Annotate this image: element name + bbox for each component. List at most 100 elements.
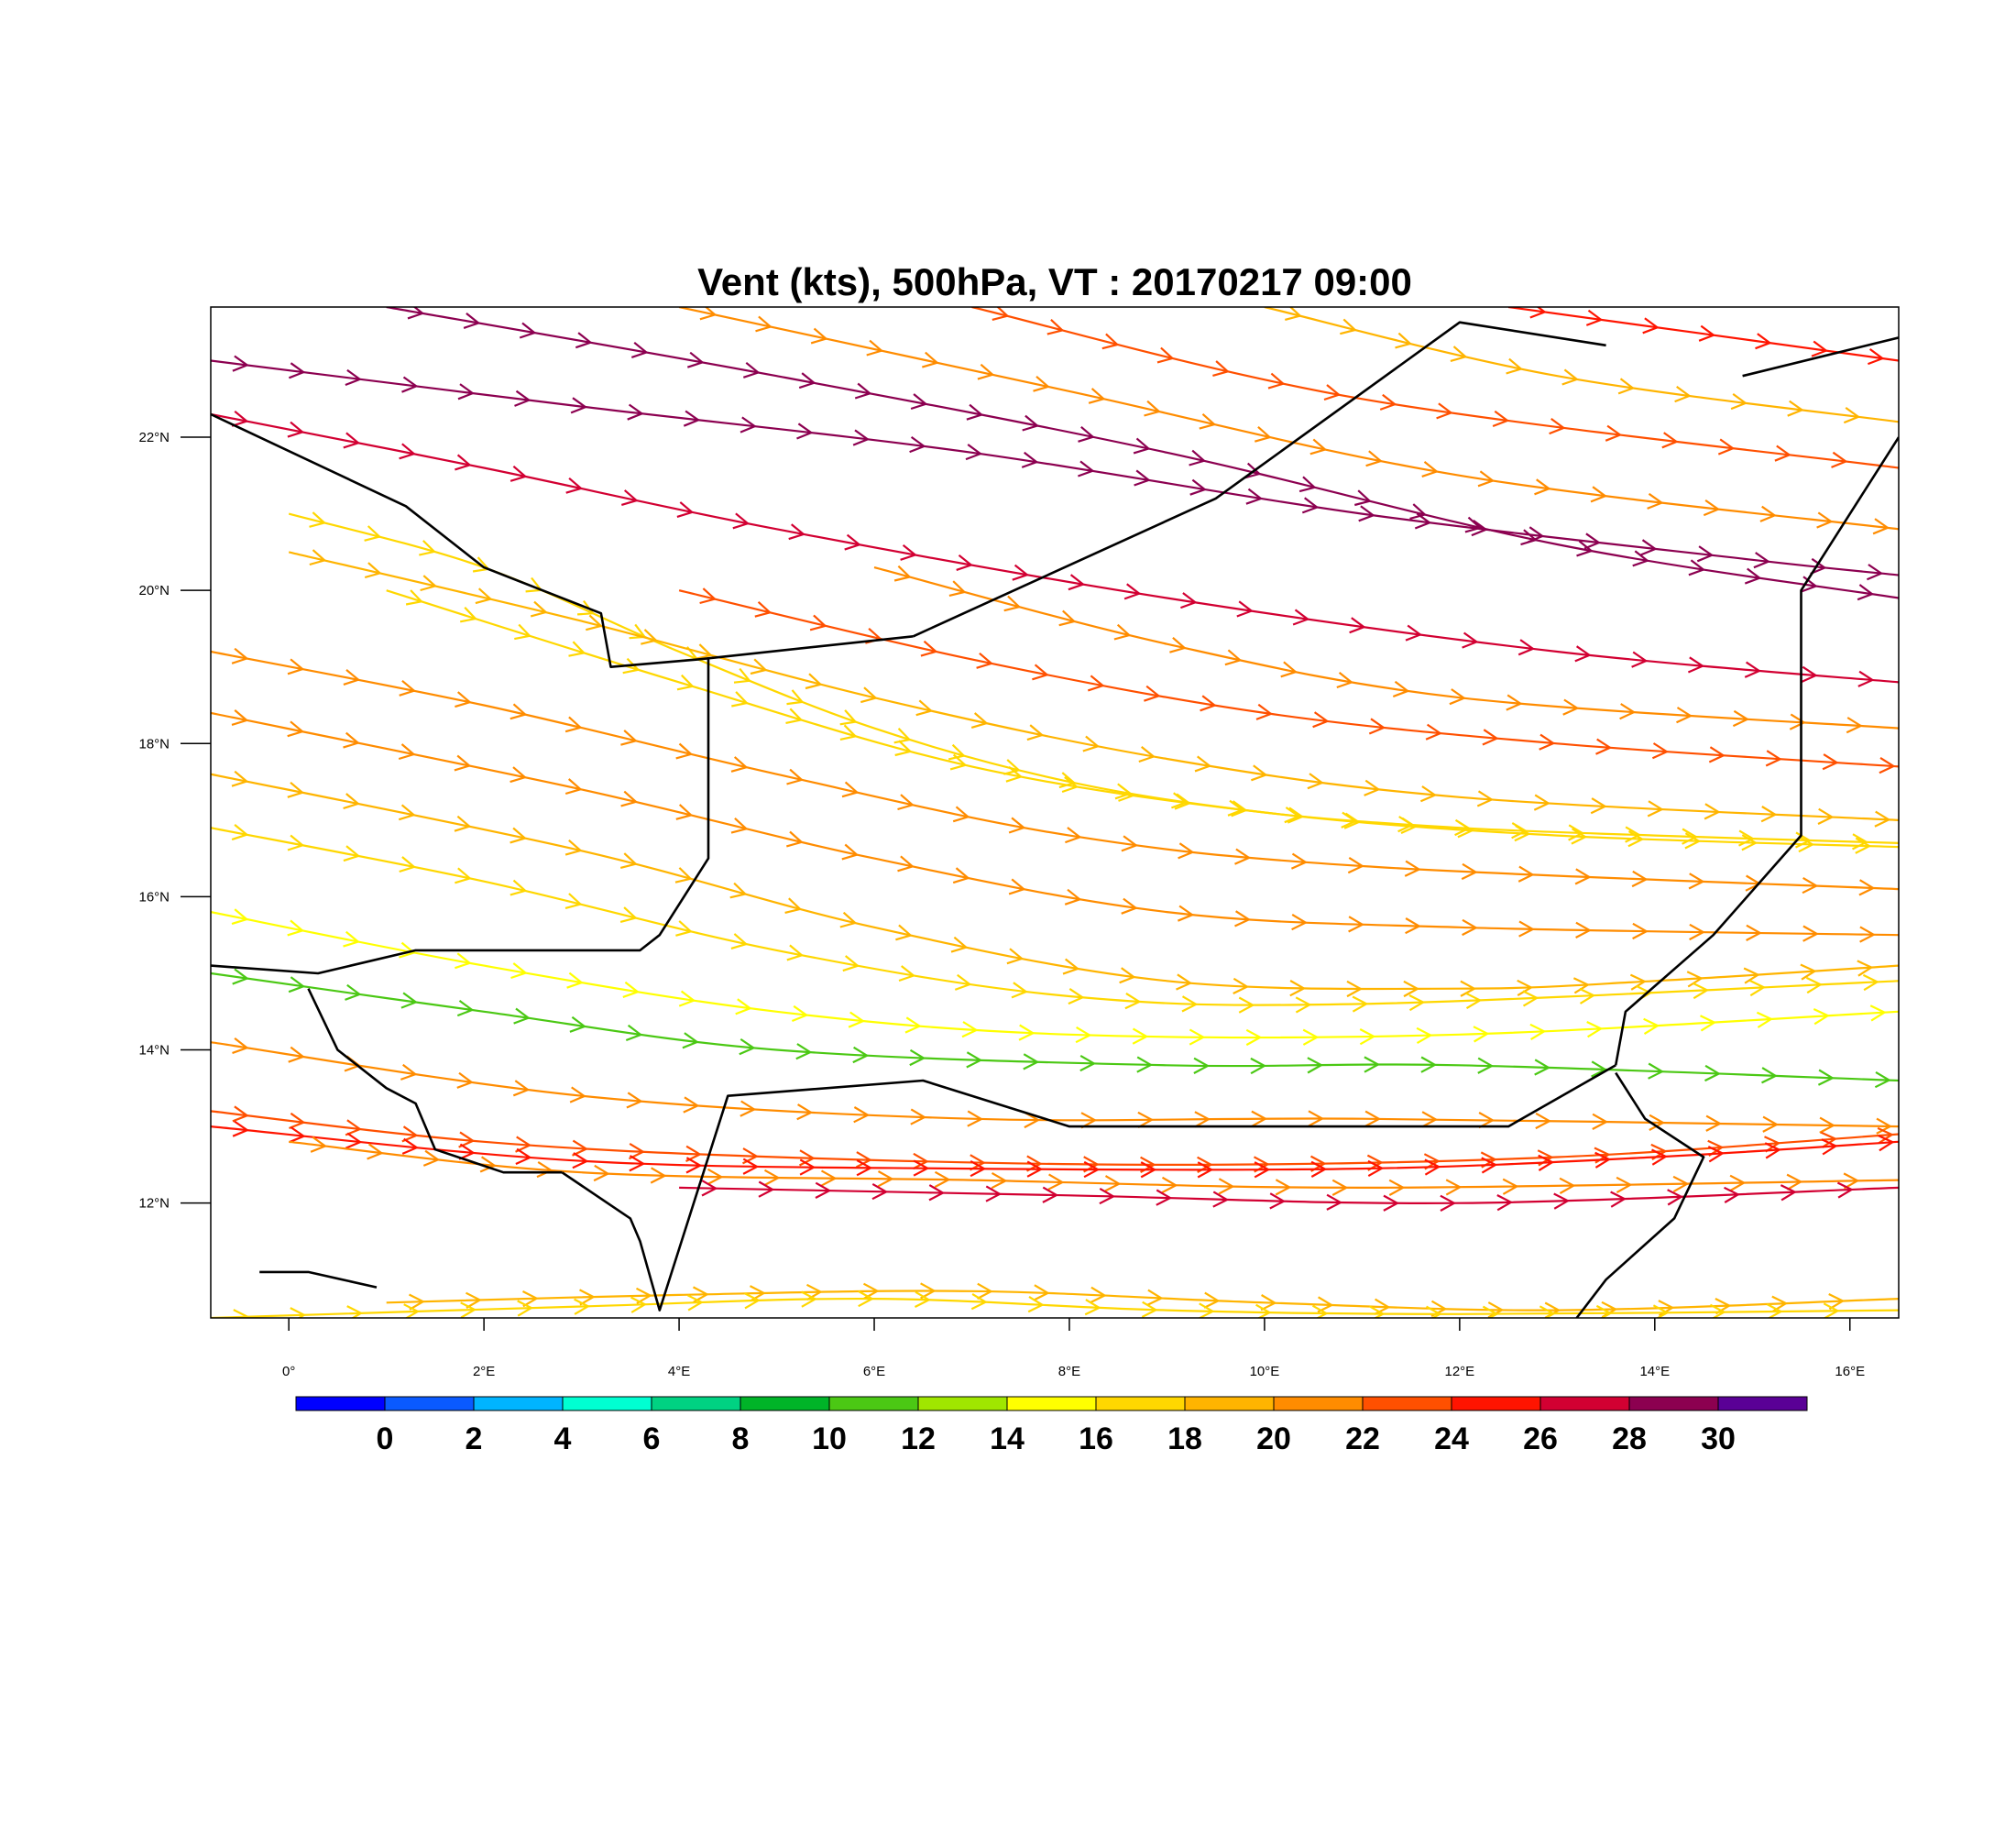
wind-arrowhead xyxy=(1364,1110,1382,1127)
wind-arrowhead xyxy=(707,1168,724,1186)
colorbar-label: 12 xyxy=(901,1421,936,1456)
wind-arrowhead xyxy=(1178,842,1195,860)
wind-arrowhead xyxy=(232,1037,249,1055)
wind-arrowhead xyxy=(1539,1305,1556,1318)
y-tick-label: 20°N xyxy=(138,583,170,598)
wind-arrowhead xyxy=(572,1152,589,1169)
colorbar-swatch xyxy=(384,1396,475,1411)
wind-arrowhead xyxy=(798,372,816,390)
wind-arrowhead xyxy=(1419,785,1438,803)
wind-arrowhead xyxy=(1379,393,1397,411)
wind-arrowhead xyxy=(1189,449,1207,466)
wind-arrowhead xyxy=(1477,470,1496,488)
wind-arrowhead xyxy=(1802,876,1819,895)
wind-arrowhead xyxy=(309,549,327,566)
colorbar-swatch xyxy=(917,1396,1008,1411)
wind-arrowhead xyxy=(866,339,884,357)
wind-arrowhead xyxy=(367,1143,384,1160)
wind-arrowhead xyxy=(1008,878,1026,895)
wind-arrowhead xyxy=(1445,1179,1463,1196)
wind-arrowhead xyxy=(877,1170,894,1188)
wind-arrowhead xyxy=(1643,1017,1660,1035)
wind-arrowhead xyxy=(455,454,472,471)
wind-arrowhead xyxy=(1403,980,1420,998)
colorbar-swatch xyxy=(1451,1396,1541,1411)
wind-arrowhead xyxy=(852,1046,870,1064)
colorbar-label: 28 xyxy=(1612,1421,1647,1456)
wind-arrowhead xyxy=(586,614,604,631)
wind-arrowhead xyxy=(1104,1175,1122,1192)
wind-arrowhead xyxy=(514,390,531,407)
wind-arrowhead xyxy=(1729,1174,1747,1191)
x-tick-label: 16°E xyxy=(1835,1364,1865,1379)
border-libya-chad xyxy=(1742,336,1899,378)
wind-arrowhead xyxy=(630,341,649,358)
wind-arrowhead xyxy=(1743,967,1760,984)
wind-arrowhead xyxy=(1482,1305,1499,1318)
wind-arrowhead xyxy=(740,1100,757,1117)
wind-arrowhead xyxy=(1082,735,1101,752)
wind-arrowhead xyxy=(950,936,969,953)
wind-arrowhead xyxy=(1027,1295,1045,1313)
streamline-jet-s4 xyxy=(679,1186,1899,1204)
wind-arrowhead xyxy=(1364,1056,1381,1073)
wind-arrowhead xyxy=(1046,318,1065,335)
wind-arrowhead xyxy=(904,1016,922,1034)
wind-arrowhead xyxy=(841,781,860,798)
wind-arrowhead xyxy=(1269,1192,1287,1210)
wind-arrowhead xyxy=(1312,711,1330,729)
wind-arrowhead xyxy=(1295,996,1312,1014)
wind-arrowhead xyxy=(343,930,361,948)
colorbar-label: 24 xyxy=(1434,1421,1469,1456)
wind-arrowhead xyxy=(1786,1173,1803,1191)
wind-arrowhead xyxy=(1291,913,1309,931)
wind-arrowhead xyxy=(622,657,641,675)
colorbar-swatch xyxy=(1628,1396,1719,1411)
country-borders-layer xyxy=(211,321,1899,1318)
wind-arrowhead xyxy=(1708,746,1726,763)
wind-arrowhead xyxy=(928,1184,946,1202)
wind-arrowhead xyxy=(910,393,928,411)
wind-arrowhead xyxy=(1813,1008,1830,1026)
wind-arrowhead xyxy=(1674,386,1692,403)
wind-arrowhead xyxy=(1802,925,1819,942)
wind-arrowhead xyxy=(1805,976,1823,994)
wind-arrowhead xyxy=(1065,827,1082,844)
wind-arrowhead xyxy=(1476,790,1495,807)
wind-arrowhead xyxy=(1233,977,1250,994)
wind-arrowhead xyxy=(1756,1011,1774,1028)
colorbar-label: 4 xyxy=(554,1421,572,1456)
wind-arrowhead xyxy=(900,543,918,561)
wind-arrowhead xyxy=(1517,979,1534,997)
wind-arrowhead xyxy=(1113,623,1132,641)
wind-arrowhead xyxy=(1874,1070,1891,1089)
wind-arrowhead xyxy=(844,533,862,551)
wind-arrowhead xyxy=(641,629,659,645)
wind-arrowhead xyxy=(1174,793,1192,810)
colorbar-label: 16 xyxy=(1079,1421,1113,1456)
wind-arrowhead xyxy=(231,410,249,427)
wind-arrowhead xyxy=(456,1071,474,1089)
wind-arrowhead xyxy=(965,444,983,461)
wind-arrowhead xyxy=(897,794,915,811)
wind-arrowhead xyxy=(629,1142,646,1160)
wind-arrowhead xyxy=(1409,503,1428,520)
wind-arrowhead xyxy=(1133,437,1151,455)
x-tick-label: 10°E xyxy=(1250,1364,1280,1379)
wind-arrowhead xyxy=(515,1147,532,1166)
wind-arrowhead xyxy=(1616,1176,1633,1194)
wind-arrowhead xyxy=(1520,529,1539,546)
wind-arrowhead xyxy=(1099,1187,1116,1205)
wind-arrowhead xyxy=(572,1139,589,1157)
wind-arrowhead xyxy=(422,1149,441,1167)
wind-arrowhead xyxy=(820,1169,838,1187)
wind-arrowhead xyxy=(343,845,361,862)
wind-arrowhead xyxy=(629,1155,646,1172)
wind-arrowhead xyxy=(1177,905,1195,922)
wind-arrowhead xyxy=(1705,1114,1723,1132)
wind-arrowhead xyxy=(1326,1193,1343,1211)
wind-arrowhead xyxy=(910,1108,927,1125)
wind-arrowhead xyxy=(399,679,417,697)
wind-arrowhead xyxy=(1124,992,1142,1010)
wind-arrowhead xyxy=(401,1125,419,1143)
